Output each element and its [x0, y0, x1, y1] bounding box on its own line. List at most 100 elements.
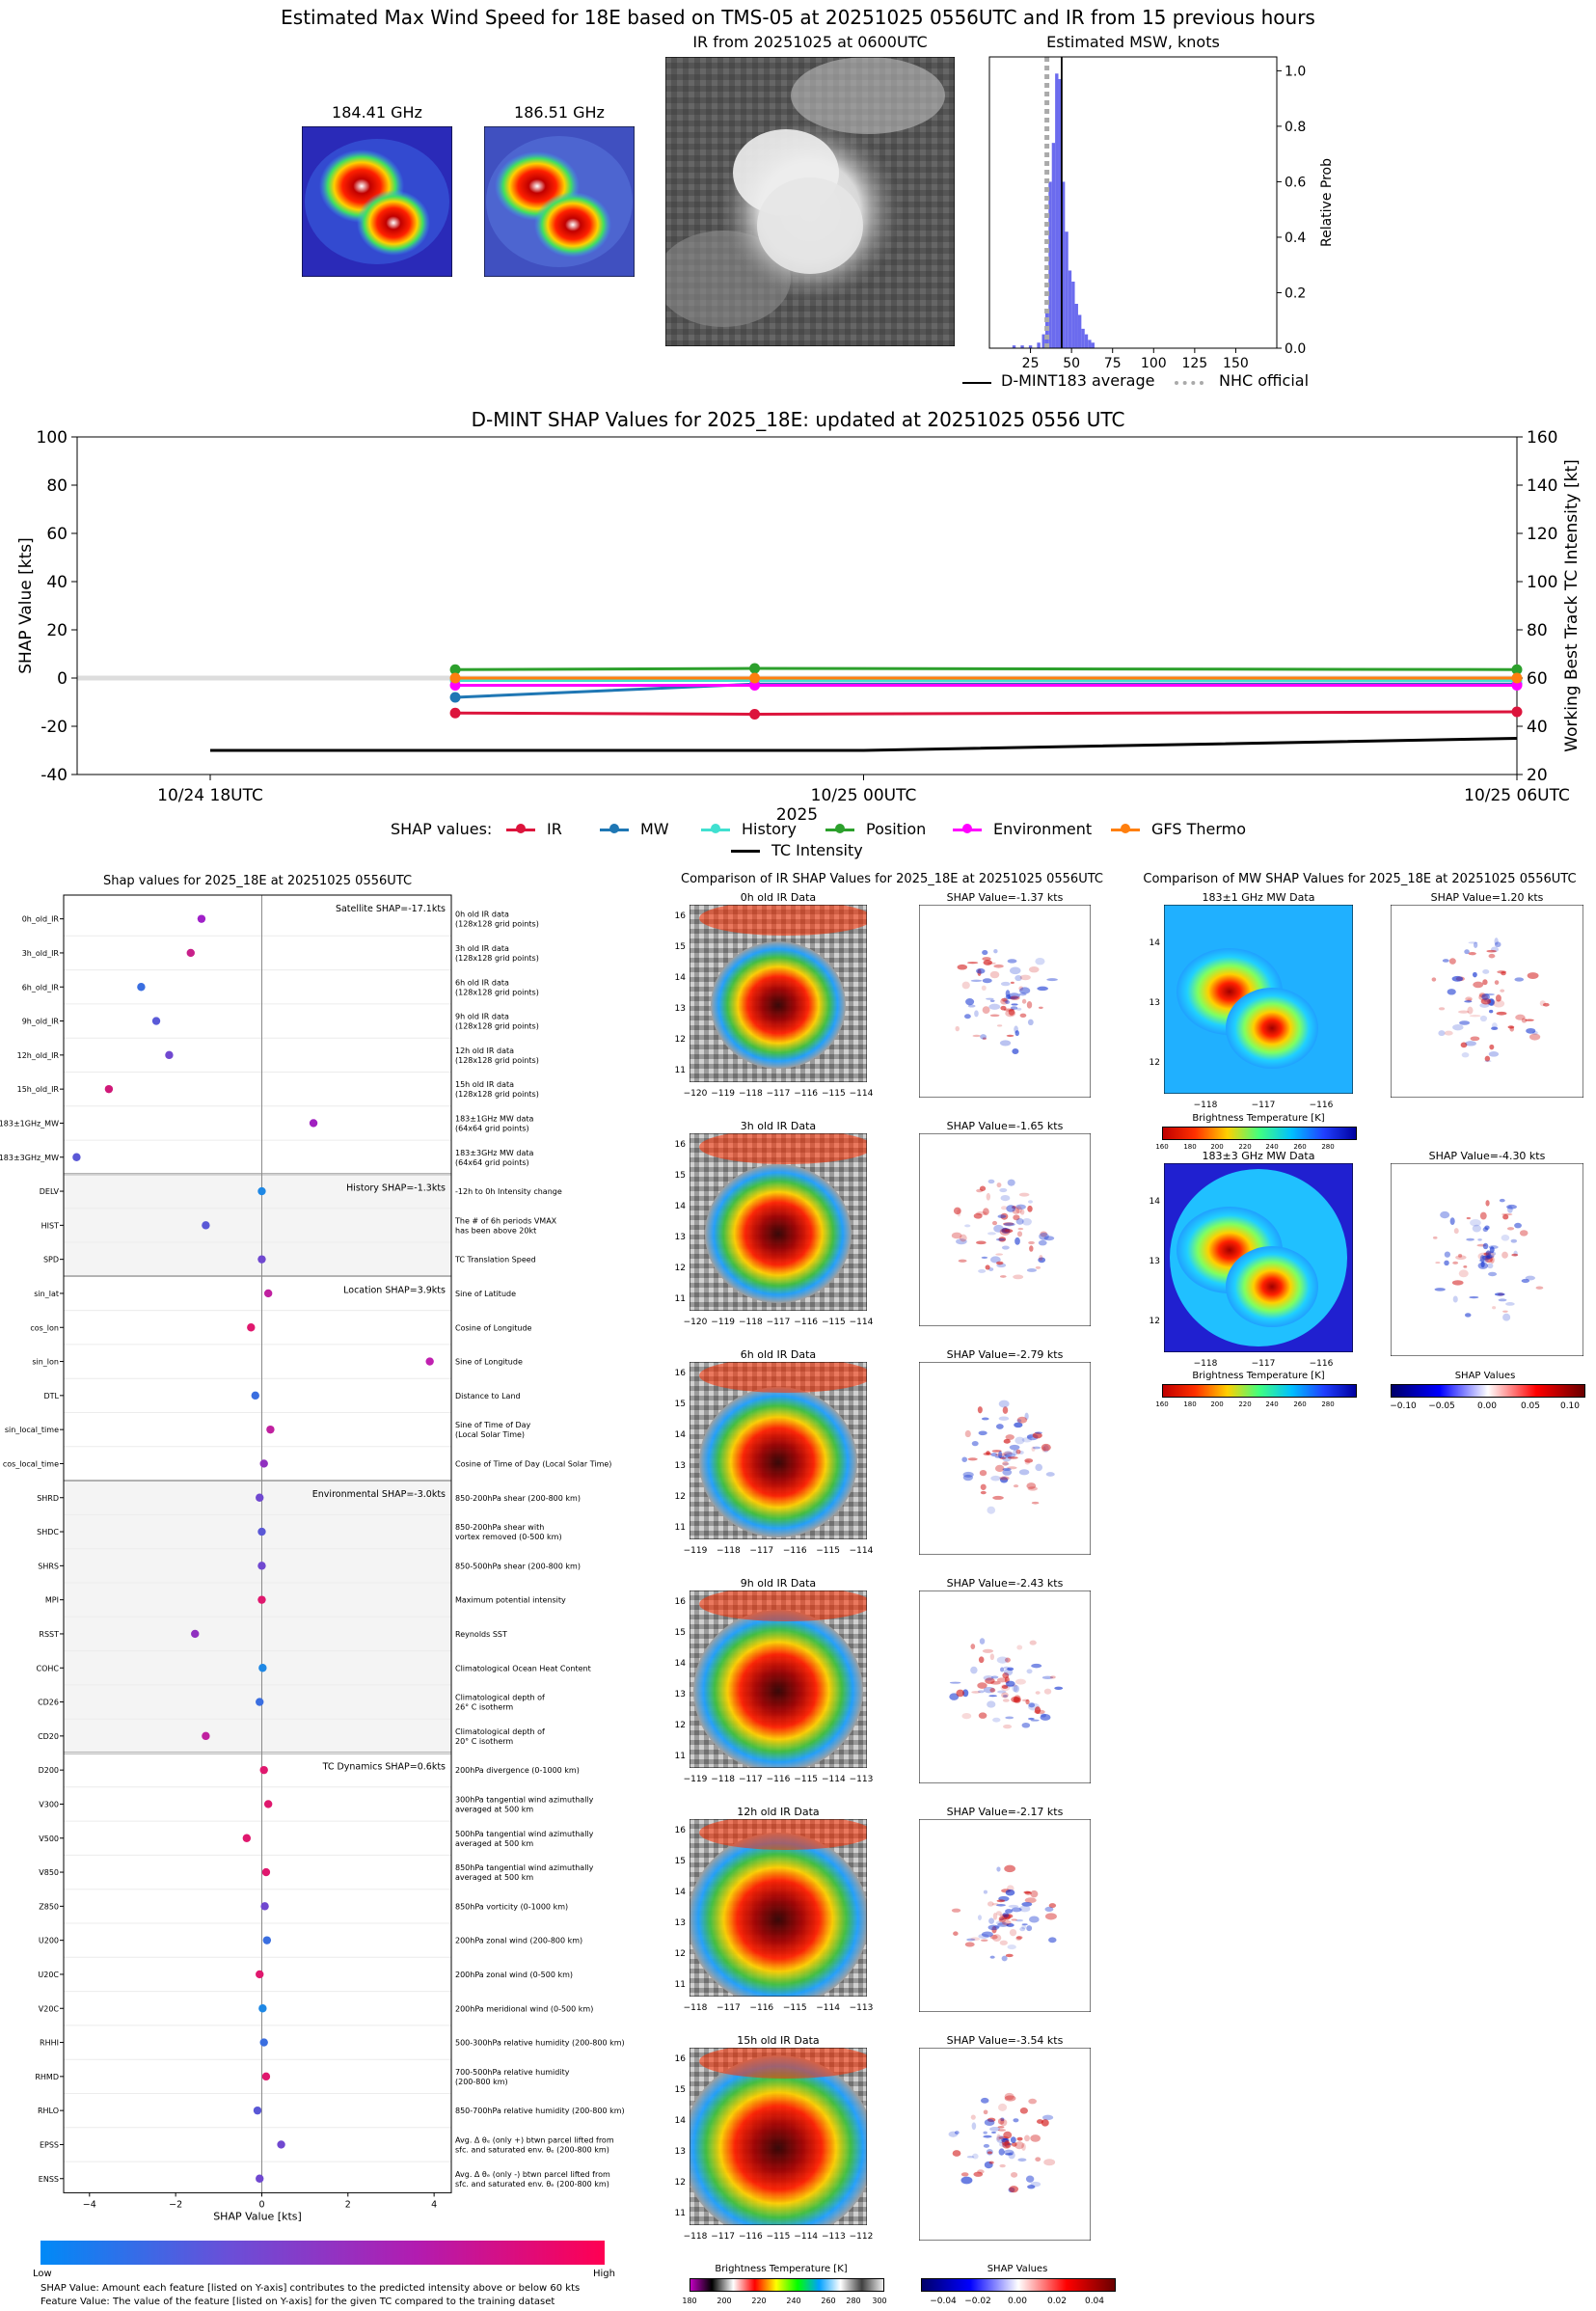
feature-name-24: CD20 — [38, 1732, 59, 1741]
feature-desc-2-1: (128x128 grid points) — [455, 988, 539, 996]
ir-ytick-2-2: 14 — [675, 1430, 687, 1440]
point-position-1 — [749, 663, 761, 674]
svg-text:220: 220 — [1238, 1143, 1251, 1151]
ir-ytick-5-4: 12 — [675, 2178, 686, 2188]
ir-ytick-0-2: 14 — [675, 973, 687, 983]
mw-shap-title-0: SHAP Value=1.20 kts — [1430, 891, 1544, 904]
ir-ytick-3-2: 14 — [675, 1659, 687, 1669]
feature-name-32: V20C — [39, 2004, 60, 2013]
mw-xtick-1-2: −116 — [1310, 1359, 1334, 1369]
ir-shap-colorbar-label: SHAP Values — [987, 2264, 1048, 2274]
ir-xtick-1-5: −115 — [822, 1318, 846, 1327]
msw-bar-18 — [1088, 340, 1092, 348]
group-label-1: History SHAP=-1.3kts — [346, 1183, 446, 1193]
feature-desc-7-0: 183±3GHz MW data — [455, 1149, 533, 1157]
feature-desc-23-0: Climatological depth of — [455, 1694, 545, 1702]
ir-xtick-3-0: −119 — [684, 1775, 708, 1784]
feature-name-14: DTL — [43, 1392, 59, 1400]
msw-bar-17 — [1084, 334, 1089, 348]
ir-ytick-0-0: 16 — [675, 911, 687, 921]
timeseries-legend: SHAP values: IR MW History Position Envi… — [386, 818, 1254, 862]
svg-text:260: 260 — [1293, 1143, 1306, 1151]
feature-desc-28-0: 850hPa tangential wind azimuthally — [455, 1863, 594, 1872]
svg-text:0.00: 0.00 — [1477, 1401, 1497, 1411]
mw1-title: 184.41 GHz — [332, 103, 422, 122]
svg-text:260: 260 — [1293, 1400, 1306, 1408]
svg-text:−0.10: −0.10 — [1390, 1401, 1417, 1411]
feature-desc-21-0: Reynolds SST — [455, 1630, 507, 1639]
feature-point-18 — [257, 1527, 266, 1536]
feature-name-4: 12h_old_IR — [17, 1051, 60, 1060]
msw-ytick-1: 0.2 — [1285, 285, 1306, 301]
mw-comparison-title: Comparison of MW SHAP Values for 2025_18… — [1143, 872, 1577, 886]
mw-xticks-1: −118 −117 −116 — [1194, 1359, 1334, 1369]
ts-ytick-right-0: 20 — [1527, 766, 1548, 785]
ir-ytick-3-4: 12 — [675, 1721, 686, 1730]
feature-name-1: 3h_old_IR — [22, 949, 60, 958]
ir-xtick-0-0: −120 — [684, 1089, 708, 1099]
ts-ytick-right-4: 100 — [1527, 573, 1557, 592]
msw-xtick-0: 25 — [1022, 356, 1040, 371]
ir-ytick-5-1: 15 — [675, 2085, 686, 2095]
group-label-0: Satellite SHAP=-17.1kts — [336, 904, 446, 914]
svg-text:0.10: 0.10 — [1560, 1401, 1580, 1411]
msw-ytick-3: 0.6 — [1285, 175, 1306, 190]
msw-ylabel: Relative Prob — [1319, 158, 1335, 247]
feature-desc-34-0: 700-500hPa relative humidity — [455, 2068, 570, 2077]
legend-history-label: History — [742, 820, 797, 838]
series-tc-intensity — [210, 737, 1518, 752]
svg-text:200: 200 — [1210, 1143, 1223, 1151]
svg-text:280: 280 — [1321, 1400, 1334, 1408]
feature-point-11 — [263, 1289, 273, 1298]
ir-ytick-0-4: 12 — [675, 1035, 686, 1045]
svg-text:240: 240 — [786, 2297, 800, 2305]
group-label-2: Location SHAP=3.9kts — [343, 1285, 446, 1295]
feature-desc-29-0: 850hPa vorticity (0-1000 km) — [455, 1902, 568, 1911]
ir-xticks-3: −119 −118 −117 −116 −115 −114 −113 — [684, 1775, 874, 1784]
feature-point-4 — [165, 1050, 174, 1060]
feature-name-20: MPI — [45, 1596, 59, 1605]
point-gfs-thermo-0 — [449, 672, 461, 684]
svg-text:−0.05: −0.05 — [1428, 1401, 1455, 1411]
feature-desc-28-1: averaged at 500 km — [455, 1873, 533, 1882]
ir-yticks-5: 16 15 14 13 12 11 — [675, 2054, 687, 2218]
legend-position-label: Position — [866, 820, 927, 838]
svg-text:280: 280 — [846, 2297, 860, 2305]
feature-point-8 — [257, 1186, 266, 1196]
feature-point-2 — [137, 983, 146, 992]
feature-desc-26-0: 300hPa tangential wind azimuthally — [455, 1795, 594, 1804]
ir-ytick-3-1: 15 — [675, 1628, 686, 1638]
ts-ytick-right-1: 40 — [1527, 718, 1548, 737]
feature-point-37 — [256, 2174, 264, 2183]
feature-name-37: ENSS — [39, 2175, 59, 2184]
colorbar-high-label: High — [593, 2269, 615, 2279]
footnote-shap: SHAP Value: Amount each feature [listed … — [41, 2283, 581, 2294]
feature-name-27: V500 — [39, 1835, 59, 1843]
feature-name-21: RSST — [39, 1630, 59, 1639]
legend-history: History — [701, 818, 817, 839]
ir-shap-title-1: SHAP Value=-1.65 kts — [946, 1120, 1064, 1132]
ir-xtick-1-2: −118 — [739, 1318, 763, 1327]
feature-desc-1-0: 3h old IR data — [455, 944, 509, 953]
ir-ytick-4-3: 13 — [675, 1918, 686, 1928]
ir-ytick-4-2: 14 — [675, 1888, 687, 1897]
feature-name-30: U200 — [39, 1937, 59, 1945]
group-bg-1 — [64, 1174, 451, 1277]
ir-shap-title-3: SHAP Value=-2.43 kts — [946, 1577, 1064, 1590]
feature-point-1 — [186, 948, 195, 958]
mw-data-image-0 — [1164, 905, 1353, 1094]
feature-desc-8-0: -12h to 0h Intensity change — [455, 1187, 562, 1196]
feature-point-24 — [202, 1731, 210, 1741]
ir-shap-image-4 — [919, 1819, 1091, 2012]
feature-desc-18-1: vortex removed (0-500 km) — [455, 1533, 562, 1541]
ir-yticks-0: 16 15 14 13 12 11 — [675, 911, 687, 1075]
feature-desc-19-0: 850-500hPa shear (200-800 km) — [455, 1562, 581, 1570]
legend-tc-intensity: TC Intensity — [731, 839, 885, 860]
feature-xtick-4: 4 — [431, 2199, 437, 2210]
ir-data-image-5 — [690, 2048, 867, 2225]
feature-desc-24-0: Climatological depth of — [455, 1727, 545, 1736]
feature-point-26 — [263, 1800, 273, 1808]
feature-desc-1-1: (128x128 grid points) — [455, 954, 539, 963]
ir-xtick-3-2: −117 — [739, 1775, 763, 1784]
feature-desc-22-0: Climatological Ocean Heat Content — [455, 1664, 591, 1672]
